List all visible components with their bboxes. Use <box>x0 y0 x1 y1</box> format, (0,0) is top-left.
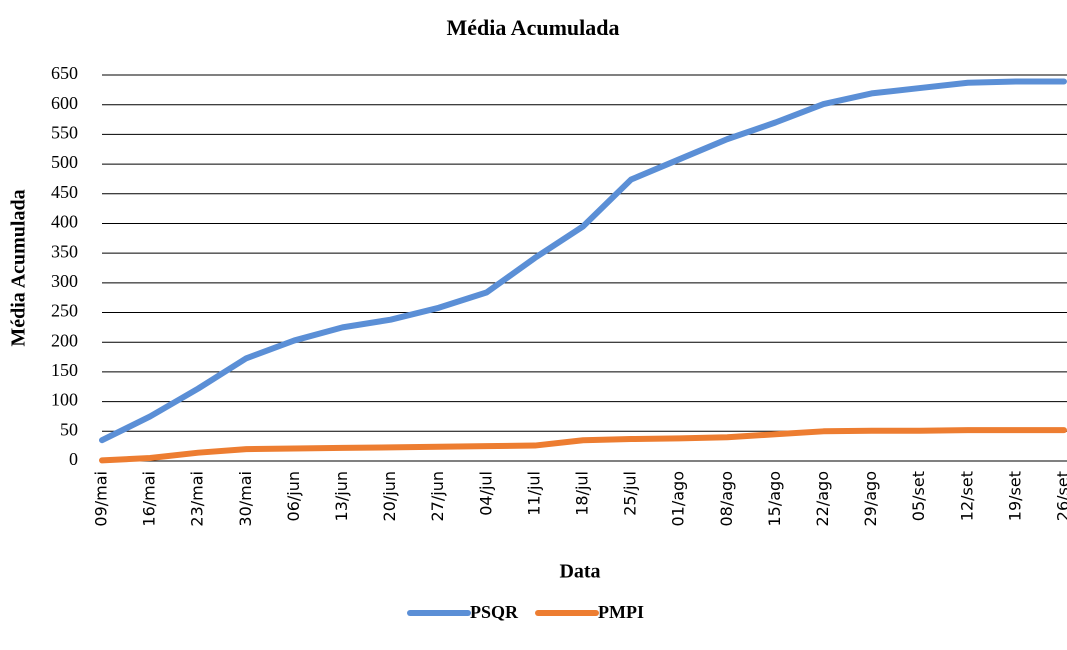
x-tick-label: 09/mai <box>92 471 111 527</box>
x-tick-label: 15/ago <box>765 471 784 527</box>
y-tick-label: 400 <box>51 212 78 232</box>
y-tick-label: 450 <box>51 182 78 202</box>
y-axis-label: Média Acumulada <box>8 189 30 346</box>
x-tick-label: 19/set <box>1005 471 1024 521</box>
y-tick-label: 250 <box>51 301 78 321</box>
y-tick-label: 200 <box>51 330 78 350</box>
x-tick-label: 23/mai <box>188 471 207 527</box>
y-tick-label: 350 <box>51 241 78 261</box>
x-tick-label: 06/jun <box>284 471 303 521</box>
x-tick-label: 29/ago <box>861 471 880 527</box>
series-line <box>99 78 1067 444</box>
legend-label: PMPI <box>598 602 644 622</box>
x-tick-label: 25/jul <box>621 471 640 516</box>
x-tick-label: 20/jun <box>380 471 399 521</box>
x-tick-label: 12/set <box>957 471 976 521</box>
x-tick-label: 13/jun <box>332 471 351 521</box>
y-tick-label: 50 <box>60 419 78 439</box>
y-tick-label: 100 <box>51 390 78 410</box>
x-axis-label: Data <box>559 561 600 583</box>
x-tick-label: 22/ago <box>813 471 832 527</box>
y-tick-label: 500 <box>51 152 78 172</box>
chart-title: Média Acumulada <box>447 15 620 40</box>
y-tick-label: 300 <box>51 271 78 291</box>
x-tick-label: 11/jul <box>524 471 543 516</box>
y-tick-label: 550 <box>51 123 78 143</box>
series-line <box>99 427 1067 464</box>
y-tick-label: 0 <box>69 449 78 469</box>
x-tick-label: 08/ago <box>717 471 736 527</box>
x-tick-label: 05/set <box>909 471 928 521</box>
y-tick-label: 650 <box>51 63 78 83</box>
y-tick-label: 150 <box>51 360 78 380</box>
x-tick-label: 18/jul <box>573 471 592 516</box>
x-tick-label: 01/ago <box>669 471 688 527</box>
x-tick-label: 27/jun <box>428 471 447 521</box>
y-tick-label: 600 <box>51 93 78 113</box>
legend-label: PSQR <box>470 602 519 622</box>
x-tick-label: 26/set <box>1054 471 1067 521</box>
x-tick-label: 30/mai <box>236 471 255 527</box>
x-tick-label: 16/mai <box>140 471 159 527</box>
x-tick-label: 04/jul <box>476 471 495 516</box>
